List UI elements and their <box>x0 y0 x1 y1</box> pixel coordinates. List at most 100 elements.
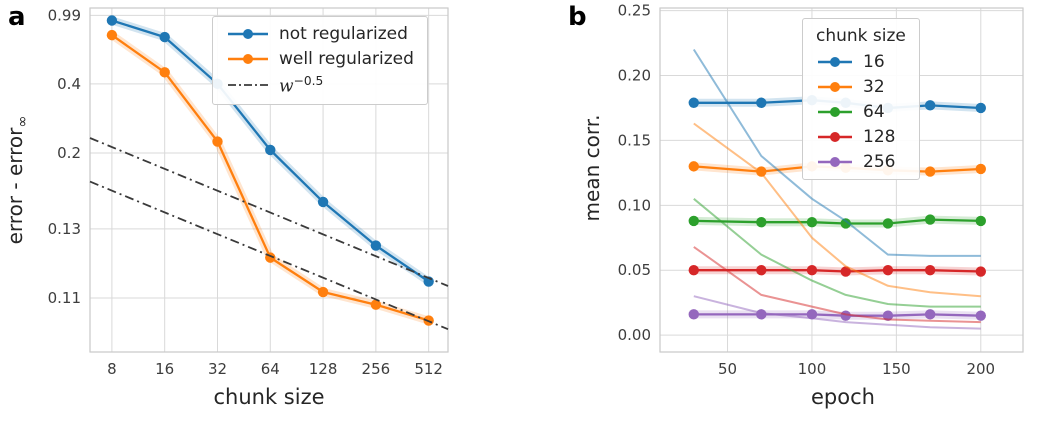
x-tick-label: 512 <box>414 360 443 378</box>
series-line <box>693 122 981 298</box>
panel-a-yaxis-label: error - error∞ <box>3 116 31 245</box>
legend-label-64: 64 <box>863 102 885 122</box>
series-line <box>692 48 981 257</box>
data-point-marker <box>688 265 699 276</box>
data-point-marker <box>975 266 986 277</box>
infinity-symbol: ∞ <box>15 115 31 128</box>
legend-item-32: 32 <box>816 77 906 97</box>
purple-line-marker-icon <box>818 157 852 167</box>
legend-item-not-regularized: not regularized <box>226 24 414 44</box>
w-symbol: w <box>279 76 294 97</box>
legend-label-16: 16 <box>863 52 885 72</box>
legend-label-w-power-law: w−0.5 <box>279 74 323 97</box>
data-point-marker <box>975 163 986 175</box>
legend-label-256: 256 <box>863 152 896 172</box>
y-tick-label: 0.4 <box>57 75 81 93</box>
series-line <box>693 313 981 317</box>
data-point-marker <box>924 309 936 320</box>
series-line <box>693 198 981 308</box>
orange-line-marker-icon <box>228 54 268 64</box>
y-tick-label: 0.99 <box>48 6 81 24</box>
data-point-marker <box>756 265 767 276</box>
data-point-marker <box>924 166 936 177</box>
data-point-marker <box>159 67 170 78</box>
blue-line-marker-icon <box>228 29 268 39</box>
w-exponent: −0.5 <box>293 74 324 88</box>
x-tick-label: 150 <box>882 360 911 378</box>
data-point-marker <box>756 97 767 108</box>
y-tick-label: 0.00 <box>618 326 651 344</box>
y-tick-label: 0.13 <box>48 220 81 238</box>
panel-b-yaxis-label-text: mean corr. <box>580 114 604 222</box>
data-point-marker <box>370 240 382 251</box>
x-tick-label: 32 <box>208 360 227 378</box>
series-line <box>693 295 981 330</box>
legend-label-32: 32 <box>863 77 885 97</box>
panel-b-yaxis-label: mean corr. <box>580 115 604 222</box>
legend-item-w-power-law: w−0.5 <box>226 74 414 97</box>
data-point-marker <box>806 216 818 228</box>
legend-label-128: 128 <box>863 127 896 147</box>
panel-b-chart: 50 100 150 200 0.00 0.05 0.10 0.15 0.20 0.25 <box>618 2 1024 378</box>
orange-line-marker-icon <box>818 82 852 92</box>
panel-a-yaxis-label-text: error - error <box>3 127 27 245</box>
data-point-marker <box>882 265 894 276</box>
data-point-marker <box>688 161 699 172</box>
data-point-marker <box>106 29 118 41</box>
series-line <box>89 180 449 331</box>
y-tick-label: 0.05 <box>618 261 651 279</box>
y-tick-label: 0.11 <box>48 289 81 307</box>
data-point-marker <box>106 15 118 26</box>
x-tick-label: 100 <box>798 360 827 378</box>
legend-label-not-regularized: not regularized <box>279 24 408 44</box>
legend-item-256: 256 <box>816 152 906 172</box>
data-point-marker <box>756 216 767 228</box>
legend-title-chunk-size: chunk size <box>816 26 906 46</box>
data-point-marker <box>840 218 851 229</box>
panel-a-legend: not regularized well regularized w−0.5 <box>212 16 428 105</box>
blue-line-marker-icon <box>818 57 852 67</box>
data-point-marker <box>370 299 382 310</box>
data-point-marker <box>265 144 276 156</box>
legend-item-128: 128 <box>816 127 906 147</box>
legend-item-64: 64 <box>816 102 906 122</box>
series-line <box>693 269 981 273</box>
green-line-marker-icon <box>818 107 852 117</box>
panel-b-letter: b <box>568 2 587 32</box>
data-point-marker <box>806 265 818 276</box>
series-line <box>693 246 981 324</box>
legend-item-16: 16 <box>816 52 906 72</box>
panel-b-legend: chunk size 16 32 64 <box>802 18 920 180</box>
data-point-marker <box>975 310 986 321</box>
data-point-marker <box>975 215 986 227</box>
y-tick-label: 0.2 <box>57 144 81 162</box>
y-tick-label: 0.20 <box>618 67 651 85</box>
plot-border <box>659 7 1024 353</box>
panel-b-xaxis-label: epoch <box>811 385 875 409</box>
data-point-marker <box>688 215 699 227</box>
data-point-marker <box>924 214 936 225</box>
data-point-marker <box>882 218 894 229</box>
x-tick-label: 16 <box>155 360 174 378</box>
x-tick-label: 256 <box>362 360 391 378</box>
red-line-marker-icon <box>818 132 852 142</box>
data-point-marker <box>159 31 170 43</box>
panel-a-letter: a <box>8 2 26 32</box>
data-point-marker <box>924 100 936 111</box>
data-point-marker <box>756 166 767 177</box>
data-point-marker <box>840 266 851 277</box>
plot-border <box>89 7 449 353</box>
data-point-marker <box>924 265 936 276</box>
dashdot-line-icon <box>228 84 268 87</box>
x-tick-label: 64 <box>261 360 280 378</box>
y-tick-label: 0.25 <box>618 2 651 20</box>
data-point-marker <box>688 309 699 320</box>
data-point-marker <box>975 102 986 114</box>
x-tick-label: 200 <box>966 360 995 378</box>
data-point-marker <box>212 136 223 147</box>
legend-item-well-regularized: well regularized <box>226 49 414 69</box>
legend-label-well-regularized: well regularized <box>279 49 414 69</box>
data-point-marker <box>317 286 329 298</box>
panel-a-xaxis-label: chunk size <box>213 385 325 409</box>
